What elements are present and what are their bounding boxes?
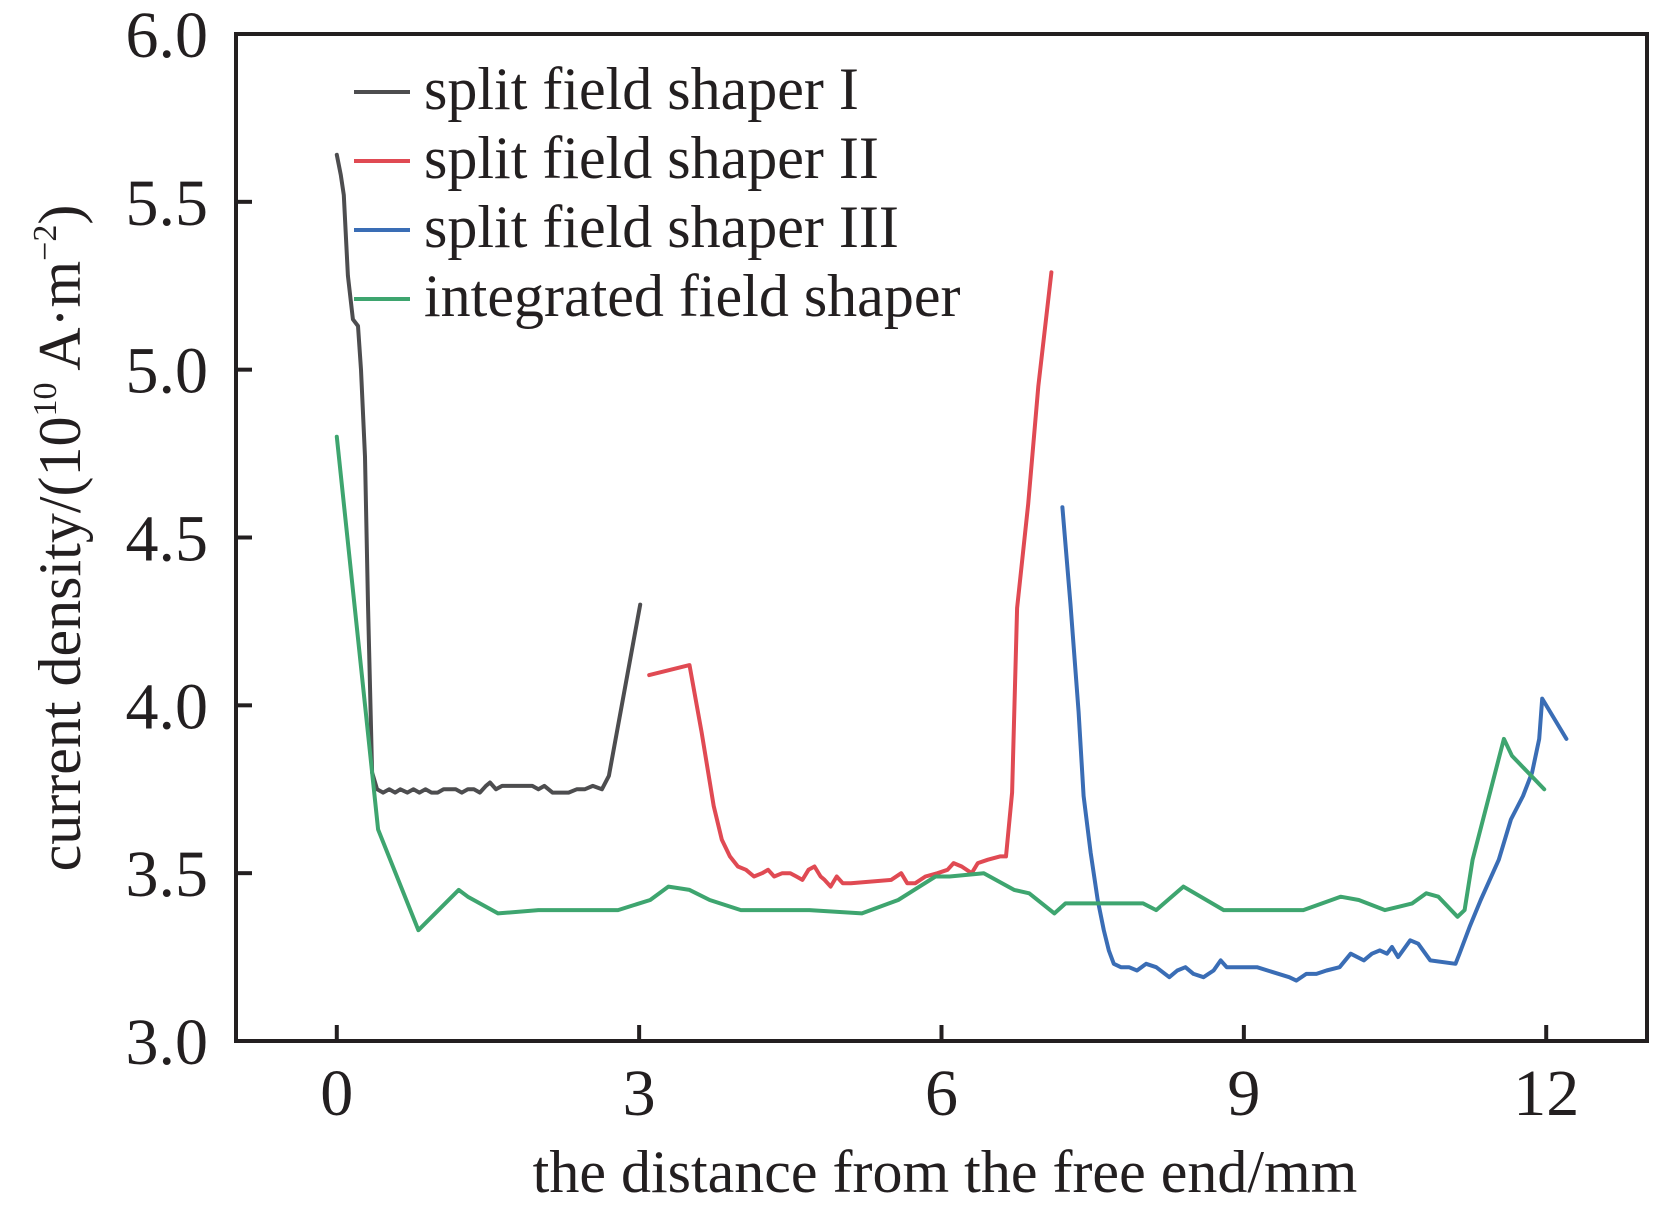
y-tick-label: 3.0 xyxy=(126,1006,209,1079)
series-line-2 xyxy=(647,270,1054,889)
legend-label: split field shaper I xyxy=(424,56,859,122)
legend-item: split field shaper II xyxy=(354,125,879,191)
y-tick-label: 4.0 xyxy=(126,670,209,743)
y-tick-label: 6.0 xyxy=(126,0,209,72)
plot-lines xyxy=(334,152,1569,983)
x-axis-title: the distance from the free end/mm xyxy=(533,1139,1358,1205)
legend-label: split field shaper II xyxy=(424,125,879,191)
x-tick-label: 9 xyxy=(1227,1057,1260,1130)
legend-label: split field shaper III xyxy=(424,194,899,260)
legend-label: integrated field shaper xyxy=(424,263,960,329)
legend-item: integrated field shaper xyxy=(354,263,960,329)
y-tick-label: 4.5 xyxy=(126,503,209,576)
legend-item: split field shaper I xyxy=(354,56,859,122)
y-tick-label: 5.0 xyxy=(126,335,209,408)
x-tick-label: 0 xyxy=(320,1057,353,1130)
y-axis-title-exponent-2: −2 xyxy=(27,225,64,261)
y-axis-title-suffix: ) xyxy=(27,205,93,225)
x-tick-label: 6 xyxy=(925,1057,958,1130)
y-axis-title: current density/(1010 A·m−2) xyxy=(27,205,93,872)
y-axis-title-prefix: current density/(10 xyxy=(27,416,93,871)
y-tick-label: 3.5 xyxy=(126,838,209,911)
x-tick-label: 3 xyxy=(623,1057,656,1130)
series-line-4 xyxy=(334,434,1547,933)
y-axis-ticks: 3.0 3.5 4.0 4.5 5.0 5.5 6.0 xyxy=(126,0,252,1079)
series-line-1 xyxy=(334,152,643,795)
y-axis-title-middle: A·m xyxy=(27,261,93,383)
y-tick-label: 5.5 xyxy=(126,167,209,240)
series-line-3 xyxy=(1060,505,1569,983)
legend-item: split field shaper III xyxy=(354,194,899,260)
y-axis-title-exponent-1: 10 xyxy=(27,382,64,416)
x-axis-ticks: 0 3 6 9 12 xyxy=(320,1025,1579,1130)
x-tick-label: 12 xyxy=(1513,1057,1579,1130)
